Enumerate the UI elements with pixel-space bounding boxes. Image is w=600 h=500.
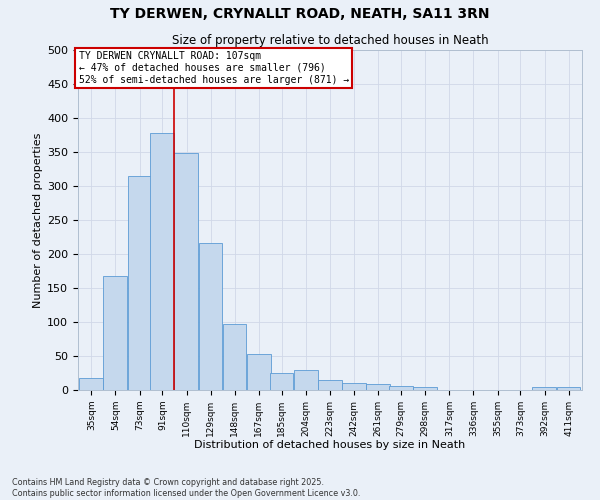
Bar [247, 354, 271, 390]
Bar [557, 386, 580, 390]
Bar [318, 380, 341, 390]
Bar [532, 386, 556, 390]
X-axis label: Distribution of detached houses by size in Neath: Distribution of detached houses by size … [194, 440, 466, 450]
Bar [175, 154, 198, 390]
Bar [223, 324, 247, 390]
Text: TY DERWEN, CRYNALLT ROAD, NEATH, SA11 3RN: TY DERWEN, CRYNALLT ROAD, NEATH, SA11 3R… [110, 8, 490, 22]
Title: Size of property relative to detached houses in Neath: Size of property relative to detached ho… [172, 34, 488, 48]
Bar [199, 243, 223, 390]
Bar [79, 378, 103, 390]
Text: TY DERWEN CRYNALLT ROAD: 107sqm
← 47% of detached houses are smaller (796)
52% o: TY DERWEN CRYNALLT ROAD: 107sqm ← 47% of… [79, 52, 349, 84]
Bar [269, 373, 293, 390]
Bar [342, 383, 366, 390]
Bar [294, 370, 317, 390]
Bar [389, 386, 413, 390]
Bar [151, 133, 174, 390]
Bar [413, 386, 437, 390]
Bar [366, 384, 390, 390]
Text: Contains HM Land Registry data © Crown copyright and database right 2025.
Contai: Contains HM Land Registry data © Crown c… [12, 478, 361, 498]
Y-axis label: Number of detached properties: Number of detached properties [33, 132, 43, 308]
Bar [128, 176, 151, 390]
Bar [103, 276, 127, 390]
